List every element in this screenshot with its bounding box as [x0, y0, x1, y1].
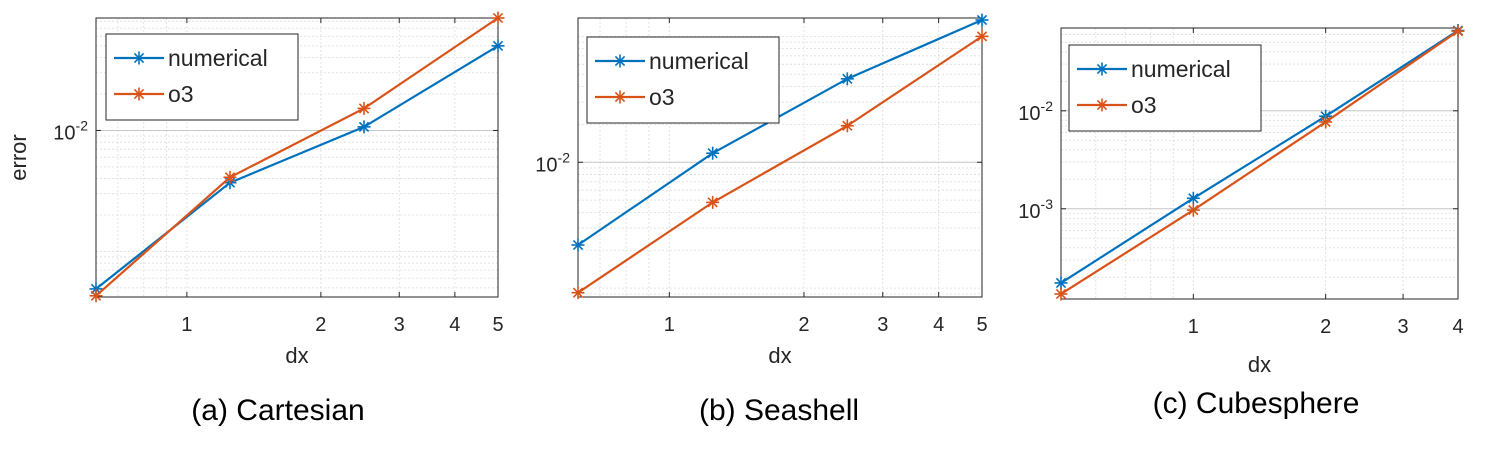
- data-point-marker: [706, 146, 720, 160]
- data-point-marker: [223, 170, 237, 184]
- series-o3: [89, 11, 505, 303]
- legend-marker: [132, 87, 146, 101]
- axes-box: [1060, 27, 1459, 300]
- panel-caption: (a) Cartesian: [191, 394, 364, 427]
- data-point-marker: [975, 29, 989, 43]
- panel-caption: (c) Cubesphere: [1153, 387, 1360, 420]
- x-tick-label: 4: [449, 314, 460, 336]
- legend-box: [1068, 44, 1262, 132]
- data-point-marker: [1451, 24, 1465, 38]
- ticks: [578, 18, 983, 297]
- legend-marker: [1095, 62, 1109, 76]
- data-point-marker: [840, 119, 854, 133]
- x-axis-label: dx: [285, 343, 308, 368]
- legend-box: [586, 36, 780, 124]
- y-axis-label: error: [6, 134, 31, 180]
- y-tick-label: 10-2: [535, 149, 570, 176]
- x-tick-label: 5: [976, 314, 987, 336]
- legend-label: numerical: [1131, 56, 1231, 82]
- data-point-marker: [1054, 287, 1068, 301]
- chart-panel: 1 2 3 4 10-2 10-3 dx numerical o3 (c) Cubesphere: [1018, 24, 1465, 420]
- chart-panel: 1 2 3 4 5 10-2 dx error numerical o3 (a) Cartesian: [6, 11, 505, 427]
- legend-marker: [1095, 98, 1109, 112]
- legend: numerical o3: [1068, 44, 1262, 132]
- panel-caption: (b) Seashell: [699, 394, 859, 427]
- x-axis-label: dx: [1248, 352, 1271, 377]
- x-tick-label: 2: [798, 314, 809, 336]
- chart-panel: 1 2 3 4 5 10-2 dx numerical o3 (b) Seashell: [535, 13, 989, 427]
- data-point-marker: [975, 13, 989, 27]
- x-tick-label: 1: [1188, 316, 1199, 338]
- x-tick-label: 5: [492, 314, 503, 336]
- x-tick-label: 3: [394, 314, 405, 336]
- axes-box: [577, 17, 983, 298]
- x-tick-label: 3: [877, 314, 888, 336]
- series-line: [577, 35, 983, 294]
- data-point-marker: [491, 11, 505, 25]
- legend-box: [105, 33, 299, 121]
- x-axis-label: dx: [768, 343, 791, 368]
- data-point-marker: [1186, 203, 1200, 217]
- data-point-marker: [706, 195, 720, 209]
- series-numerical: [571, 13, 989, 252]
- x-tick-label: 2: [315, 314, 326, 336]
- y-tick-label: 10-2: [1018, 98, 1053, 125]
- data-point-marker: [357, 120, 371, 134]
- x-tick-label: 3: [1398, 316, 1409, 338]
- y-tick-label: 10-2: [53, 117, 88, 144]
- data-point-marker: [1186, 191, 1200, 205]
- axes-box: [95, 17, 499, 298]
- legend-label: numerical: [649, 48, 749, 74]
- series-line: [1060, 30, 1459, 295]
- legend: numerical o3: [105, 33, 299, 121]
- legend-label: o3: [649, 84, 675, 110]
- legend-label: numerical: [168, 45, 268, 71]
- series-o3: [1054, 24, 1465, 301]
- series-line: [577, 18, 983, 246]
- legend-label: o3: [1131, 92, 1157, 118]
- legend-label: o3: [168, 81, 194, 107]
- x-tick-label: 4: [1452, 316, 1463, 338]
- series-line: [95, 17, 499, 297]
- data-point-marker: [1054, 276, 1068, 290]
- data-point-marker: [571, 286, 585, 300]
- data-point-marker: [491, 39, 505, 53]
- data-point-marker: [840, 72, 854, 86]
- series-o3: [571, 29, 989, 300]
- x-tick-label: 1: [181, 314, 192, 336]
- data-point-marker: [1319, 115, 1333, 129]
- legend-marker: [613, 54, 627, 68]
- x-tick-label: 4: [933, 314, 944, 336]
- series-line: [1060, 29, 1459, 284]
- legend: numerical o3: [586, 36, 780, 124]
- data-point-marker: [89, 289, 103, 303]
- y-tick-label: 10-3: [1018, 196, 1053, 223]
- x-tick-label: 1: [664, 314, 675, 336]
- data-point-marker: [357, 101, 371, 115]
- legend-marker: [132, 51, 146, 65]
- x-tick-label: 2: [1320, 316, 1331, 338]
- grid: [578, 18, 982, 297]
- legend-marker: [613, 90, 627, 104]
- data-point-marker: [571, 238, 585, 252]
